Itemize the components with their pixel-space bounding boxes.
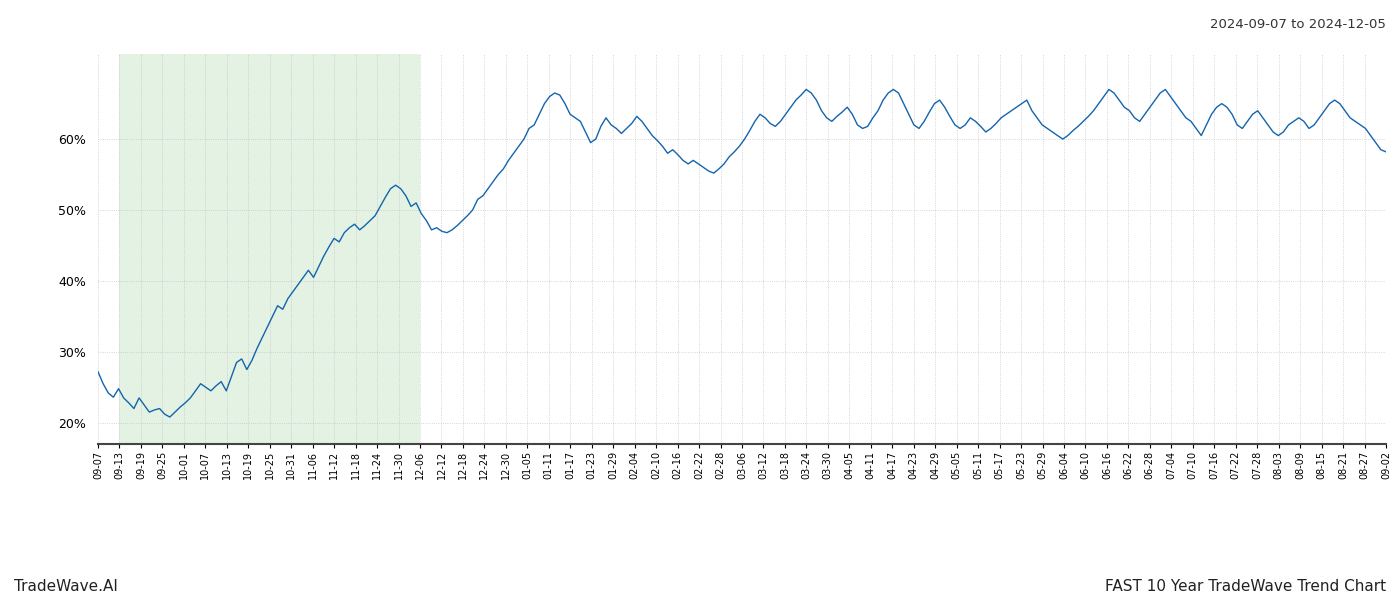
- Text: 2024-09-07 to 2024-12-05: 2024-09-07 to 2024-12-05: [1210, 18, 1386, 31]
- Text: TradeWave.AI: TradeWave.AI: [14, 579, 118, 594]
- Text: FAST 10 Year TradeWave Trend Chart: FAST 10 Year TradeWave Trend Chart: [1105, 579, 1386, 594]
- Bar: [119, 54, 420, 444]
